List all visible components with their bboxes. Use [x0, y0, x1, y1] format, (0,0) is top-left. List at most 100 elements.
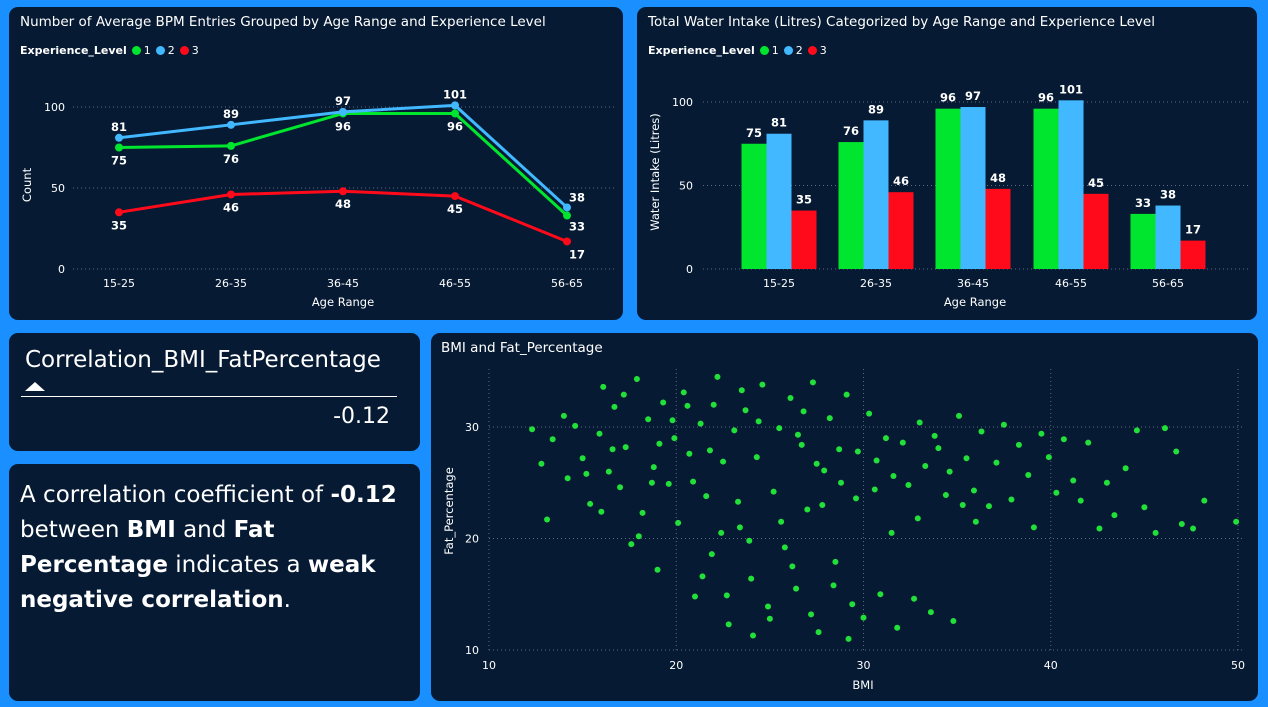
legend-item-2[interactable]: 2 [155, 44, 175, 57]
data-label: 35 [796, 193, 812, 207]
scatter-point [706, 447, 713, 454]
data-label: 48 [990, 171, 1006, 185]
legend-label-3: 3 [191, 44, 199, 57]
scatter-point [963, 455, 970, 462]
scatter-point [770, 488, 777, 495]
scatter-point [853, 495, 860, 502]
legend-item-1[interactable]: 1 [131, 44, 151, 57]
scatter-point [911, 595, 918, 602]
scatter-point [826, 415, 833, 422]
y-tick-label: 20 [465, 533, 479, 546]
x-tick-label: 15-25 [763, 277, 795, 290]
legend-item-1[interactable]: 1 [759, 44, 779, 57]
scatter-point [793, 585, 800, 592]
scatter-point [620, 391, 627, 398]
data-point [339, 107, 347, 116]
scatter-point [946, 468, 953, 475]
narrative-part: . [283, 587, 291, 613]
scatter-point [755, 418, 762, 425]
correlation-value: -0.12 [333, 404, 390, 429]
data-label: 89 [223, 107, 239, 121]
scatter-point [710, 401, 717, 408]
scatter-point [1141, 504, 1148, 511]
scatter-point [1077, 497, 1084, 504]
scatter-point [804, 506, 811, 513]
x-tick-label: 56-65 [551, 277, 583, 290]
scatter-point [778, 518, 785, 525]
data-point [563, 211, 571, 220]
scatter-point [927, 609, 934, 616]
narrative-fat: Fat Percentage [20, 517, 275, 578]
scatter-point [830, 582, 837, 589]
x-tick-label: 10 [482, 659, 496, 672]
scatter-point [890, 473, 897, 480]
scatter-point [894, 624, 901, 631]
data-label: 17 [569, 247, 585, 261]
x-tick-label: 26-35 [860, 277, 892, 290]
scatter-point [723, 592, 730, 599]
data-label: 45 [1088, 176, 1104, 190]
y-tick-label: 50 [51, 182, 65, 195]
scatter-point [611, 403, 618, 410]
scatter-point [800, 408, 807, 415]
data-label: 45 [447, 202, 463, 216]
scatter-point [714, 373, 721, 380]
scatter-point [1025, 471, 1032, 478]
data-point [227, 141, 235, 150]
data-point [115, 143, 123, 152]
x-tick-label: 20 [669, 659, 683, 672]
scatter-point [718, 529, 725, 536]
scatter-point [1122, 465, 1129, 472]
data-label: 17 [1185, 223, 1201, 237]
scatter-point [789, 563, 796, 570]
scatter-point [1085, 439, 1092, 446]
data-point [451, 101, 459, 110]
scatter-point [935, 445, 942, 452]
scatter-point [633, 376, 640, 383]
scatter-point [1060, 436, 1067, 443]
legend-label-3: 3 [819, 44, 827, 57]
legend-item-2[interactable]: 2 [783, 44, 803, 57]
scatter-point [1008, 496, 1015, 503]
correlation-label: Correlation_BMI_FatPercentage [25, 347, 381, 373]
data-label: 96 [447, 119, 463, 133]
scatter-point [836, 446, 843, 453]
caret-up-icon[interactable] [25, 382, 45, 391]
scatter-point [1030, 524, 1037, 531]
scatter-point [776, 425, 783, 432]
x-tick-label: 56-65 [1152, 277, 1184, 290]
narrative-text: A correlation coefficient of -0.12 betwe… [20, 478, 412, 618]
scatter-point [572, 422, 579, 429]
scatter-point [650, 464, 657, 471]
scatter-point [781, 544, 788, 551]
data-point [563, 203, 571, 212]
scatter-point [815, 629, 822, 636]
x-axis-label: Age Range [312, 295, 374, 309]
scatter-point [622, 444, 629, 451]
scatter-point [978, 428, 985, 435]
scatter-point [1201, 497, 1208, 504]
scatter-point [660, 399, 667, 406]
scatter-point [1111, 512, 1118, 519]
y-tick-label: 50 [679, 180, 693, 193]
x-tick-label: 30 [857, 659, 871, 672]
scatter-point [899, 439, 906, 446]
scatter-point [645, 416, 652, 423]
scatter-point [819, 502, 826, 509]
scatter-point [914, 515, 921, 522]
scatter-point [985, 503, 992, 510]
y-tick-label: 0 [686, 263, 693, 276]
legend-label-1: 1 [143, 44, 151, 57]
narrative-part: between [20, 517, 127, 543]
scatter-point [942, 492, 949, 499]
y-axis-label: Water Intake (Litres) [648, 113, 662, 231]
scatter-point [544, 516, 551, 523]
scatter-point [600, 383, 607, 390]
scatter-point [1133, 427, 1140, 434]
bar-chart-title: Total Water Intake (Litres) Categorized … [648, 14, 1155, 30]
data-label: 89 [868, 102, 884, 116]
legend-item-3[interactable]: 3 [807, 44, 827, 57]
scatter-point [560, 412, 567, 419]
legend-item-3[interactable]: 3 [179, 44, 199, 57]
data-label: 33 [569, 220, 585, 234]
